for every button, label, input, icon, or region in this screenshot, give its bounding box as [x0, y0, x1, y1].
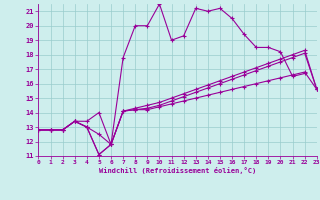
X-axis label: Windchill (Refroidissement éolien,°C): Windchill (Refroidissement éolien,°C): [99, 167, 256, 174]
